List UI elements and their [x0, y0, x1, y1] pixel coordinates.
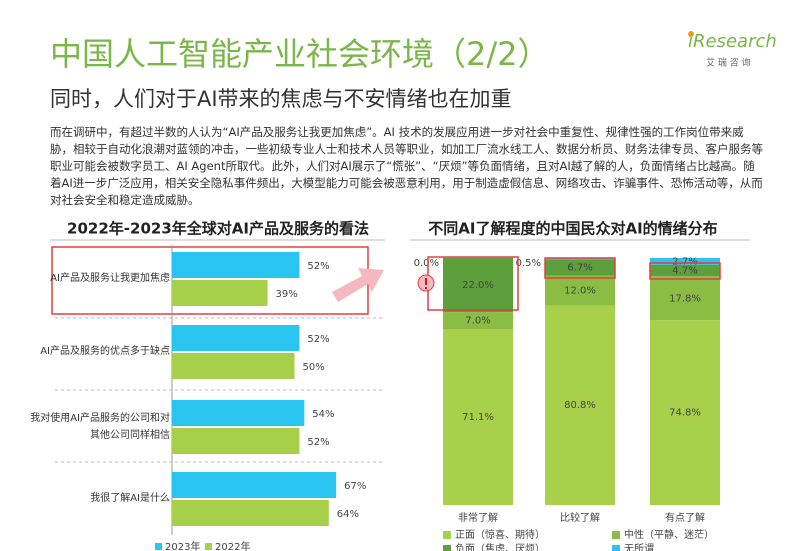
value-label: 2.7%	[672, 256, 697, 267]
value-label: 4.7%	[672, 265, 697, 276]
value-label: 54%	[312, 409, 334, 420]
bar-segment	[650, 320, 720, 505]
legend-swatch	[205, 543, 212, 550]
bar-segment	[650, 264, 720, 277]
value-label: 52%	[307, 334, 329, 345]
value-label: 0.5%	[516, 258, 541, 269]
logo-sub: 艾 瑞 咨 询	[706, 57, 751, 69]
category-label: AI产品及服务让我更加焦虑	[50, 273, 170, 284]
legend-swatch	[443, 545, 451, 551]
legend-label: 2023年	[165, 540, 200, 551]
legend-label: 2022年	[215, 540, 250, 551]
value-label: 22.0%	[462, 280, 494, 291]
category-label: 比较了解	[560, 511, 600, 524]
value-label: 7.0%	[465, 316, 490, 327]
value-label: 71.1%	[462, 412, 494, 423]
subtitle: 同时，人们对于AI带来的焦虑与不安情绪也在加重	[50, 87, 512, 111]
legend-swatch	[443, 531, 451, 539]
bar-segment	[443, 312, 513, 330]
logo: iResearch	[688, 31, 777, 52]
highlight-box	[649, 262, 721, 280]
value-label: 52%	[307, 261, 329, 272]
body-text: 而在调研中，有超过半数的人认为“AI产品及服务让我更加焦虑”。AI 技术的发展应…	[50, 125, 763, 207]
value-label: 50%	[303, 362, 325, 373]
value-label: 12.0%	[564, 286, 596, 297]
bar	[172, 280, 268, 306]
category-label: 我对使用AI产品服务的公司和对其他公司同样相信	[30, 413, 170, 441]
legend-label: 正面（惊喜、期待）	[455, 528, 545, 541]
value-label: 0.0%	[414, 258, 439, 269]
value-label: 52%	[307, 437, 329, 448]
page-title: 中国人工智能产业社会环境（2/2）	[50, 35, 550, 73]
chart-title: 2022年-2023年全球对AI产品及服务的看法	[67, 220, 369, 238]
bar-segment	[545, 305, 615, 505]
bar	[172, 400, 305, 426]
bar-segment	[443, 257, 513, 313]
bar-segment	[443, 329, 513, 505]
legend-swatch	[155, 543, 162, 550]
legend-swatch	[612, 545, 620, 551]
value-label: 6.7%	[567, 263, 592, 274]
bar	[172, 252, 300, 278]
bar	[172, 500, 329, 526]
legend-swatch	[612, 531, 620, 539]
value-label: 74.8%	[669, 408, 701, 419]
bar	[172, 428, 300, 454]
bar-segment	[650, 276, 720, 321]
category-label: 非常了解	[458, 511, 498, 524]
category-label: 我很了解AI是什么	[90, 493, 170, 504]
value-label: 67%	[344, 481, 366, 492]
chart-title: 不同AI了解程度的中国民众对AI的情绪分布	[428, 220, 717, 238]
bar	[172, 472, 337, 498]
value-label: 17.8%	[669, 293, 701, 304]
value-label: 80.8%	[564, 400, 596, 411]
legend-label: 中性（平静、迷茫）	[624, 528, 714, 541]
legend-label: 负面（焦虑、厌烦）	[455, 542, 545, 551]
value-label: 39%	[276, 289, 298, 300]
arrow	[332, 268, 384, 302]
bar-segment	[545, 259, 615, 276]
highlight-box	[544, 257, 616, 279]
category-label: 有点了解	[665, 511, 705, 524]
legend-label: 无所谓	[624, 543, 654, 551]
category-label: AI产品及服务的优点多于缺点	[40, 346, 170, 357]
bar-segment	[545, 275, 615, 306]
value-label: 64%	[337, 509, 359, 520]
bar	[172, 353, 295, 379]
logo-dot	[688, 31, 694, 37]
bar	[172, 325, 300, 351]
bar-segment	[650, 258, 720, 265]
